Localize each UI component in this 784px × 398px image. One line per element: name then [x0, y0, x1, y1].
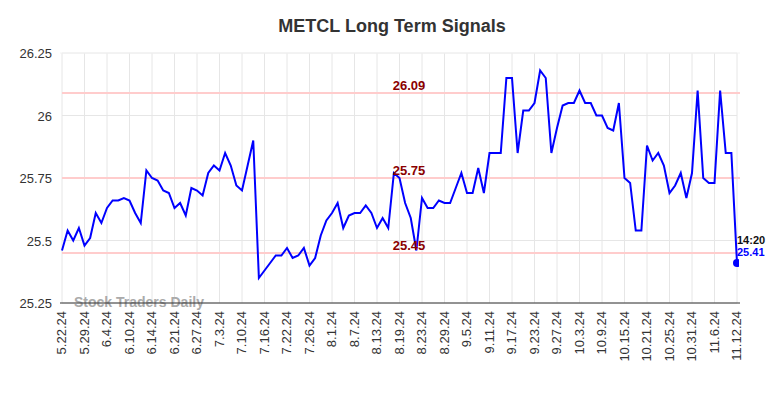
- title: METCL Long Term Signals: [278, 16, 505, 36]
- x-tick-label: 6.14.24: [144, 311, 159, 354]
- x-tick-label: 6.10.24: [122, 311, 137, 354]
- x-tick-label: 8.29.24: [437, 311, 452, 354]
- x-tick-label: 11.12.24: [729, 311, 744, 361]
- x-tick-label: 7.3.24: [212, 311, 227, 347]
- chart: METCL Long Term Signals 25.25 25.5 25.75 26 2…: [0, 0, 784, 398]
- x-tick-label: 8.7.24: [347, 311, 362, 347]
- x-tick-label: 10.21.24: [639, 311, 654, 362]
- x-tick-label: 6.27.24: [189, 311, 204, 354]
- x-tick-label: 9.23.24: [527, 311, 542, 354]
- reference-label: 25.45: [393, 238, 426, 253]
- x-tick-label: 7.16.24: [257, 311, 272, 354]
- x-tick-label: 7.26.24: [302, 311, 317, 354]
- x-tick-label: 11.6.24: [707, 311, 722, 353]
- y-tick-label: 25.5: [27, 234, 52, 249]
- x-tick-label: 10.9.24: [594, 311, 609, 354]
- price-line: [62, 71, 737, 279]
- y-tick-label: 25.75: [19, 171, 52, 186]
- x-tick-label: 8.23.24: [414, 311, 429, 354]
- x-tick-label: 9.17.24: [504, 311, 519, 354]
- y-tick-label: 25.25: [19, 296, 52, 311]
- x-tick-label: 10.15.24: [617, 311, 632, 362]
- x-tick-label: 8.19.24: [392, 311, 407, 354]
- x-axis: [60, 303, 740, 304]
- last-value: 25.41: [737, 246, 765, 258]
- reference-label: 26.09: [393, 78, 426, 93]
- last-time: 14:20: [737, 234, 765, 246]
- x-tick-label: 10.25.24: [662, 311, 677, 362]
- reference-label: 25.75: [393, 163, 426, 178]
- y-tick-label: 26.25: [19, 46, 52, 61]
- x-tick-label: 9.5.24: [459, 311, 474, 347]
- plot-top: [60, 53, 740, 54]
- x-tick-label: 8.1.24: [324, 311, 339, 347]
- x-tick-label: 10.31.24: [684, 311, 699, 362]
- x-tick-label: 5.22.24: [54, 311, 69, 354]
- x-tick-label: 7.10.24: [234, 311, 249, 354]
- x-tick-label: 6.4.24: [99, 311, 114, 347]
- x-tick-label: 10.3.24: [572, 311, 587, 354]
- x-tick-label: 7.22.24: [279, 311, 294, 354]
- x-tick-label: 5.29.24: [77, 311, 92, 354]
- y-tick-label: 26: [38, 109, 52, 124]
- x-tick-label: 6.21.24: [167, 311, 182, 354]
- x-tick-label: 9.11.24: [482, 311, 497, 353]
- plot-area: [62, 71, 739, 279]
- last-point: [733, 259, 739, 267]
- watermark: Stock Traders Daily: [74, 294, 204, 310]
- x-tick-label: 8.13.24: [369, 311, 384, 354]
- x-tick-label: 9.27.24: [549, 311, 564, 354]
